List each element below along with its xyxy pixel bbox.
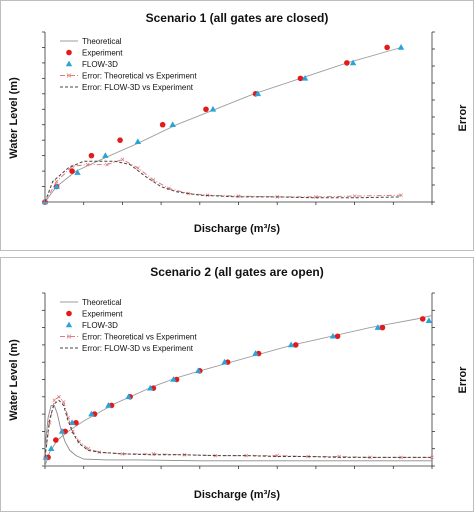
series-2-point bbox=[169, 121, 176, 128]
chart-2-plot: Theoretical Experiment FLOW-3D Error: Theor… bbox=[42, 292, 435, 469]
legend-label: FLOW-3D bbox=[82, 60, 118, 69]
series-2-point bbox=[254, 90, 262, 97]
series-2-point bbox=[134, 138, 142, 145]
series-1-point bbox=[334, 333, 341, 340]
legend-label: Error: FLOW-3D vs Experiment bbox=[82, 83, 194, 92]
series-3-point bbox=[399, 193, 403, 198]
series-1-point bbox=[292, 342, 299, 348]
series-3-point bbox=[166, 186, 171, 191]
legend-swatch bbox=[65, 321, 73, 328]
series-1-point bbox=[53, 437, 59, 443]
series-3-point bbox=[71, 429, 75, 434]
series-2-point bbox=[74, 169, 81, 175]
legend-label: Error: Theoretical vs Experiment bbox=[82, 72, 197, 81]
series-2-point bbox=[287, 341, 295, 348]
series-1-point bbox=[384, 44, 390, 51]
legend-swatch-marker bbox=[66, 334, 72, 339]
legend-label: FLOW-3D bbox=[82, 321, 118, 330]
series-1-point bbox=[69, 168, 75, 174]
series-2-point bbox=[195, 367, 202, 374]
series-3-point bbox=[85, 162, 90, 167]
legend-label: Experiment bbox=[82, 49, 123, 58]
legend-label: Error: FLOW-3D vs Experiment bbox=[82, 344, 194, 353]
series-2-point bbox=[209, 105, 217, 112]
series-2-point bbox=[102, 152, 109, 158]
series-1-point bbox=[117, 137, 123, 143]
series-3-point bbox=[136, 166, 140, 170]
series-2-point bbox=[53, 183, 60, 189]
legend-label: Theoretical bbox=[82, 298, 122, 307]
series-line-0 bbox=[44, 47, 402, 203]
panel-1-border bbox=[0, 0, 474, 251]
legend-swatch bbox=[66, 49, 72, 56]
series-1-point bbox=[297, 75, 304, 82]
series-line-5 bbox=[44, 404, 432, 462]
series-1-point bbox=[419, 316, 426, 322]
series-3-point bbox=[105, 162, 109, 167]
chart-1-plot: Theoretical Experiment FLOW-3D Error: Theor… bbox=[41, 31, 435, 205]
series-2-point bbox=[58, 428, 66, 434]
series-3-point bbox=[120, 157, 125, 162]
legend-label: Theoretical bbox=[82, 37, 122, 46]
series-2-point bbox=[252, 350, 259, 356]
chart-2-title: Scenario 2 (all gates are open) bbox=[150, 265, 323, 279]
chart-1-ylabel: Water Level (m) bbox=[8, 77, 20, 159]
series-2-point bbox=[425, 317, 433, 323]
chart-2-xlabel: Discharge (m³/s) bbox=[194, 489, 281, 501]
series-3-point bbox=[52, 398, 57, 403]
legend-label: Error: Theoretical vs Experiment bbox=[82, 333, 197, 342]
series-3-point bbox=[352, 194, 357, 198]
series-2-point bbox=[329, 332, 337, 339]
chart-1-title: Scenario 1 (all gates are closed) bbox=[146, 11, 329, 25]
series-2-point bbox=[374, 324, 382, 330]
series-2-point bbox=[301, 74, 309, 81]
series-line-4 bbox=[44, 160, 402, 203]
legend-swatch-marker bbox=[66, 73, 72, 78]
series-1-point bbox=[159, 121, 166, 128]
series-3-point bbox=[151, 178, 156, 182]
series-2-point bbox=[125, 393, 132, 400]
series-1-point bbox=[344, 60, 350, 66]
series-3-point bbox=[430, 455, 434, 460]
chart-2-y2label: Error bbox=[457, 366, 469, 394]
series-2-point bbox=[47, 445, 55, 451]
panel-2-border bbox=[0, 257, 474, 512]
series-3-point bbox=[47, 420, 52, 425]
series-1-point bbox=[88, 152, 95, 159]
series-3-point bbox=[399, 455, 403, 460]
series-line-4 bbox=[44, 399, 432, 458]
series-2-point bbox=[221, 358, 228, 365]
series-line-3 bbox=[44, 396, 432, 458]
legend-label: Experiment bbox=[82, 310, 123, 319]
series-3-point bbox=[57, 394, 61, 399]
series-2-point bbox=[349, 59, 357, 66]
chart-1-y2label: Error bbox=[457, 104, 469, 132]
series-3-point bbox=[244, 453, 249, 458]
series-3-point bbox=[120, 452, 125, 456]
series-2-point bbox=[88, 410, 95, 417]
chart-2-ylabel: Water Level (m) bbox=[8, 339, 20, 421]
legend-swatch bbox=[65, 60, 73, 67]
series-3-point bbox=[86, 446, 91, 451]
series-1-point bbox=[203, 106, 209, 113]
chart-1-xlabel: Discharge (m³/s) bbox=[194, 223, 281, 235]
series-1-point bbox=[379, 324, 386, 331]
series-2-point bbox=[170, 376, 177, 382]
legend-swatch bbox=[66, 310, 72, 317]
series-2-point bbox=[105, 402, 112, 408]
series-2-point bbox=[147, 384, 154, 391]
series-2-point bbox=[397, 44, 405, 50]
series-3-point bbox=[61, 400, 66, 404]
series-3-point bbox=[54, 179, 59, 184]
series-line-3 bbox=[44, 158, 402, 203]
